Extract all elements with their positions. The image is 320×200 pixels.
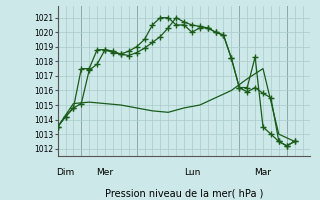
Text: Pression niveau de la mer( hPa ): Pression niveau de la mer( hPa )	[105, 189, 263, 199]
Text: Mar: Mar	[254, 168, 271, 177]
Text: Mer: Mer	[96, 168, 114, 177]
Text: Lun: Lun	[184, 168, 200, 177]
Text: Dim: Dim	[56, 168, 75, 177]
